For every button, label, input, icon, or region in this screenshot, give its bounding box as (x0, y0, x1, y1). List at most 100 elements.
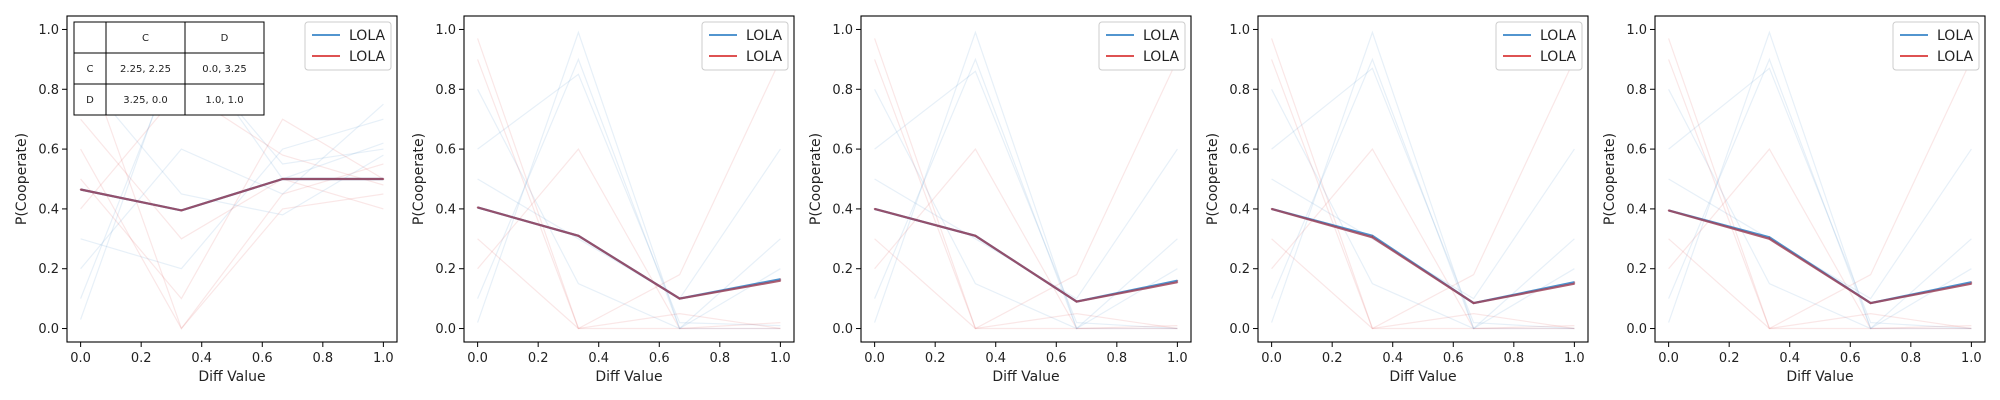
faint-runs (1668, 30, 1972, 330)
series-line-2 (1668, 209, 1972, 305)
data-point (1176, 279, 1179, 282)
legend: LOLA LOLA (1495, 21, 1583, 71)
legend: LOLA LOLA (1892, 21, 1980, 71)
faint-run-line (80, 118, 384, 300)
legend-label: LOLA (746, 28, 782, 44)
table-cell-text: C (87, 64, 94, 75)
y-tick-label: 0.2 (435, 262, 456, 277)
legend-frame (1892, 21, 1980, 71)
faint-run-line (1271, 38, 1575, 330)
data-point (180, 209, 183, 212)
y-tick-label: 0.4 (435, 202, 456, 217)
y-tick-label: 1.0 (38, 23, 59, 38)
data-point (281, 178, 284, 180)
y-tick-label: 0.8 (1229, 83, 1250, 98)
faint-run-line (477, 148, 781, 300)
data-point (1176, 281, 1179, 284)
plot-frame (1654, 15, 1986, 343)
legend-label: LOLA (349, 49, 385, 65)
legend-label: LOLA (349, 28, 385, 44)
y-axis-label: P(Cooperate) (14, 133, 30, 225)
x-tick-label: 0.4 (588, 351, 609, 366)
plot-frame (860, 15, 1192, 343)
y-tick-label: 0.0 (832, 322, 853, 337)
legend-label: LOLA (1540, 49, 1576, 65)
y-tick-label: 0.8 (1626, 83, 1647, 98)
legend-label: LOLA (1143, 49, 1179, 65)
data-point (79, 188, 82, 191)
x-tick-label: 0.2 (1719, 351, 1740, 366)
faint-run-line (80, 118, 384, 240)
x-tick-label: 0.0 (1658, 351, 1679, 366)
x-tick-label: 1.0 (1564, 351, 1585, 366)
y-tick-label: 0.4 (1626, 202, 1647, 217)
x-axis-label: Diff Value (595, 369, 662, 385)
x-tick-label: 0.6 (649, 351, 670, 366)
faint-run-line (874, 59, 1178, 330)
legend-label: LOLA (746, 49, 782, 65)
legend-label: LOLA (1937, 28, 1973, 44)
series-line-1 (874, 207, 1178, 303)
table-cell (184, 52, 265, 85)
table-cell-text: 1.0, 1.0 (205, 95, 243, 106)
faint-run-line (1271, 67, 1575, 330)
data-point (779, 279, 782, 282)
x-tick-label: 0.8 (709, 351, 730, 366)
table-cell (73, 83, 107, 116)
faint-run-line (1271, 89, 1575, 330)
data-point (577, 235, 580, 237)
faint-run-line (477, 59, 781, 330)
series-line-2 (477, 206, 781, 300)
data-point (1768, 238, 1771, 240)
faint-run-line (874, 38, 1178, 330)
table-cell-text: C (142, 33, 149, 44)
faint-run-line (1668, 67, 1972, 330)
y-tick-label: 0.8 (435, 83, 456, 98)
y-tick-label: 0.0 (1229, 322, 1250, 337)
faint-run-line (1668, 59, 1972, 330)
faint-run-line (1668, 59, 1972, 330)
x-tick-label: 0.0 (864, 351, 885, 366)
x-tick-label: 1.0 (770, 351, 791, 366)
data-point (1472, 302, 1475, 304)
y-tick-label: 0.0 (38, 322, 59, 337)
data-point (1371, 236, 1374, 239)
plot-frame (66, 15, 398, 343)
legend-label: LOLA (1540, 28, 1576, 44)
faint-run-line (1668, 30, 1972, 330)
series-line-1 (1271, 207, 1575, 305)
y-tick-label: 0.6 (435, 143, 456, 158)
faint-run-line (477, 38, 781, 330)
x-tick-label: 0.6 (1046, 351, 1067, 366)
faint-runs (1271, 30, 1575, 330)
plot-frame (1257, 15, 1589, 343)
x-tick-label: 0.6 (252, 351, 273, 366)
legend: LOLA LOLA (701, 21, 789, 71)
chart-panel-1: 0.0 0.2 0.4 0.6 0.8 1.0 0.0 0.2 0.4 0.6 0.8 1.0 Diff… (14, 15, 398, 385)
y-tick-label: 0.8 (832, 83, 853, 98)
table-cell (73, 52, 107, 85)
x-tick-label: 1.0 (1167, 351, 1188, 366)
y-tick-label: 0.0 (435, 322, 456, 337)
y-tick-label: 0.2 (1229, 262, 1250, 277)
table-cell-text: D (86, 95, 94, 106)
x-tick-label: 0.0 (1261, 351, 1282, 366)
data-point (873, 208, 876, 210)
faint-run-line (477, 30, 781, 330)
y-tick-label: 0.4 (1229, 202, 1250, 217)
data-point (1270, 208, 1273, 210)
faint-run-line (1271, 59, 1575, 330)
x-tick-label: 0.4 (191, 351, 212, 366)
faint-run-line (874, 57, 1178, 330)
faint-run-line (874, 89, 1178, 330)
faint-run-line (874, 148, 1178, 330)
y-tick-label: 0.2 (1626, 262, 1647, 277)
chart-panel-3: 0.0 0.2 0.4 0.6 0.8 1.0 0.0 0.2 0.4 0.6 0.8 1.0 Diff… (808, 15, 1192, 385)
series-line-2 (1271, 207, 1575, 305)
data-point (1573, 282, 1576, 285)
faint-run-line (1271, 30, 1575, 330)
table-cell (184, 21, 265, 54)
x-axis-label: Diff Value (198, 369, 265, 385)
y-tick-label: 1.0 (1626, 23, 1647, 38)
